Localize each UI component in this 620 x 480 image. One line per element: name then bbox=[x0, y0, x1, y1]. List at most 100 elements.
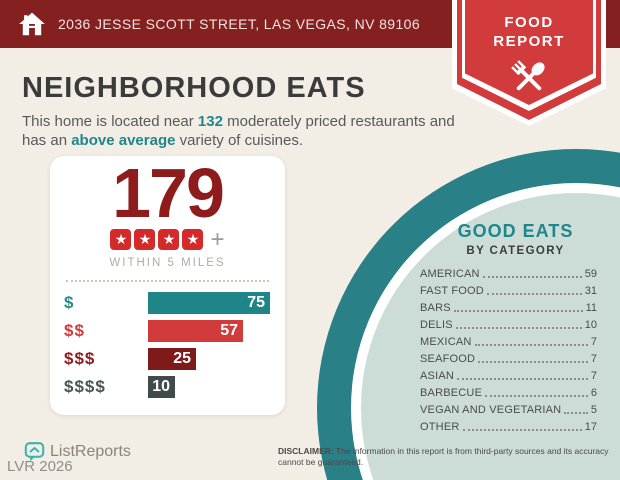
category-row: DELIS 10 bbox=[420, 319, 597, 331]
good-eats-title: GOOD EATS bbox=[457, 221, 574, 241]
variety-highlight: above average bbox=[71, 132, 176, 149]
category-value: 6 bbox=[590, 387, 597, 399]
category-row: ASIAN 7 bbox=[420, 370, 597, 382]
bar-fill: 10 bbox=[148, 376, 175, 398]
food-report-ribbon: FOOD REPORT bbox=[452, 0, 606, 126]
ribbon-title-line1: FOOD bbox=[504, 14, 554, 31]
category-row: MEXICAN 7 bbox=[420, 336, 597, 348]
dotted-leader bbox=[485, 395, 588, 397]
star-rating: ★ ★ ★ ★ + bbox=[50, 226, 285, 253]
price-tier-label: $$$$ bbox=[64, 377, 106, 396]
crossed-utensils-icon bbox=[452, 56, 606, 105]
listreports-logo-icon bbox=[24, 441, 45, 462]
bar-fill: 57 bbox=[148, 320, 243, 342]
disclaimer: DISCLAIMER: The information in this repo… bbox=[278, 446, 618, 468]
category-row: BARBECUE 6 bbox=[420, 387, 597, 399]
category-value: 7 bbox=[590, 336, 597, 348]
category-row: AMERICAN 59 bbox=[420, 268, 597, 280]
yelp-star-icon: ★ bbox=[158, 229, 180, 250]
price-row: $75 bbox=[64, 292, 271, 314]
category-label: BARBECUE bbox=[420, 387, 483, 399]
category-label: FAST FOOD bbox=[420, 285, 484, 297]
yelp-star-icon: ★ bbox=[110, 229, 132, 250]
subtitle-text: moderately priced restaurants and bbox=[222, 113, 455, 130]
category-list: AMERICAN 59 FAST FOOD 31 BARS 11 DELIS 10 MEXICA… bbox=[420, 268, 597, 438]
category-row: SEAFOOD 7 bbox=[420, 353, 597, 365]
subtitle-text: variety of cuisines. bbox=[175, 132, 304, 149]
bar-fill: 75 bbox=[148, 292, 270, 314]
plus-sign: + bbox=[210, 226, 225, 253]
good-eats-subtitle: BY CATEGORY bbox=[466, 245, 565, 257]
dotted-leader bbox=[564, 412, 588, 414]
category-label: SEAFOOD bbox=[420, 353, 476, 365]
price-row: $$$$ 10 bbox=[64, 376, 271, 398]
price-tier-label: $ bbox=[64, 293, 75, 312]
subtitle-text: has an bbox=[22, 132, 72, 149]
bar-track: 75 bbox=[148, 292, 271, 314]
bar-value: 10 bbox=[152, 378, 170, 395]
restaurant-total-count: 179 bbox=[112, 154, 225, 232]
dotted-leader bbox=[462, 429, 582, 431]
price-row: $$$ 25 bbox=[64, 348, 271, 370]
price-tier-label: $$ bbox=[64, 321, 85, 340]
disclaimer-label: DISCLAIMER: bbox=[278, 446, 334, 456]
category-label: DELIS bbox=[420, 319, 453, 331]
bar-track: 25 bbox=[148, 348, 271, 370]
bar-value: 57 bbox=[220, 322, 238, 339]
dotted-leader bbox=[482, 276, 582, 278]
price-tier-chart: $75 $$ 57 $$$ 25 $$$$ 10 bbox=[50, 292, 285, 398]
category-value: 59 bbox=[584, 268, 597, 280]
category-row: VEGAN AND VEGETARIAN 5 bbox=[420, 404, 597, 416]
subtitle-line1: This home is located near 132 moderately… bbox=[22, 112, 492, 131]
category-label: AMERICAN bbox=[420, 268, 480, 280]
category-label: MEXICAN bbox=[420, 336, 472, 348]
category-label: BARS bbox=[420, 302, 451, 314]
dotted-leader bbox=[478, 361, 588, 363]
bar-value: 25 bbox=[173, 350, 191, 367]
category-row: FAST FOOD 31 bbox=[420, 285, 597, 297]
category-value: 17 bbox=[584, 421, 597, 433]
category-value: 11 bbox=[585, 302, 597, 314]
radius-caption: WITHIN 5 MILES bbox=[109, 257, 226, 269]
dotted-leader bbox=[453, 310, 583, 312]
bar-track: 10 bbox=[148, 376, 271, 398]
home-icon bbox=[18, 10, 46, 38]
property-address: 2036 JESSE SCOTT STREET, LAS VEGAS, NV 8… bbox=[58, 16, 421, 32]
category-row: OTHER 17 bbox=[420, 421, 597, 433]
page-title: NEIGHBORHOOD EATS bbox=[22, 72, 366, 104]
ribbon-title-line2: REPORT bbox=[493, 33, 565, 50]
bar-value: 75 bbox=[247, 294, 265, 311]
category-value: 5 bbox=[590, 404, 597, 416]
dotted-leader bbox=[486, 293, 582, 295]
brand-name: ListReports bbox=[50, 442, 131, 460]
good-eats-circle bbox=[317, 149, 620, 480]
stats-card: 179 ★ ★ ★ ★ + WITHIN 5 MILES $75 $$ 57 $$$ 25 $$$… bbox=[50, 156, 285, 415]
subtitle-text: This home is located near bbox=[22, 113, 198, 130]
disclaimer-text: The information in this report is from t… bbox=[278, 446, 609, 467]
yelp-star-icon: ★ bbox=[182, 229, 204, 250]
category-value: 7 bbox=[590, 370, 597, 382]
circle-white-ring bbox=[351, 183, 620, 480]
category-row: BARS 11 bbox=[420, 302, 597, 314]
watermark: LVR 2026 bbox=[7, 458, 73, 475]
category-label: ASIAN bbox=[420, 370, 455, 382]
restaurant-count-highlight: 132 bbox=[197, 113, 223, 130]
page-subtitle: This home is located near 132 moderately… bbox=[22, 112, 492, 150]
dotted-leader bbox=[455, 327, 582, 329]
yelp-star-icon: ★ bbox=[134, 229, 156, 250]
dotted-leader bbox=[457, 378, 588, 380]
price-row: $$ 57 bbox=[64, 320, 271, 342]
bar-track: 57 bbox=[148, 320, 271, 342]
category-value: 10 bbox=[584, 319, 597, 331]
subtitle-line2: has an above average variety of cuisines… bbox=[22, 131, 492, 150]
price-tier-label: $$$ bbox=[64, 349, 96, 368]
dotted-divider bbox=[66, 280, 269, 282]
dotted-leader bbox=[474, 344, 588, 346]
category-label: VEGAN AND VEGETARIAN bbox=[420, 404, 562, 416]
good-eats-header: GOOD EATS BY CATEGORY bbox=[408, 221, 620, 257]
category-label: OTHER bbox=[420, 421, 460, 433]
category-value: 7 bbox=[590, 353, 597, 365]
listreports-brand: ListReports bbox=[24, 441, 131, 462]
bar-fill: 25 bbox=[148, 348, 196, 370]
